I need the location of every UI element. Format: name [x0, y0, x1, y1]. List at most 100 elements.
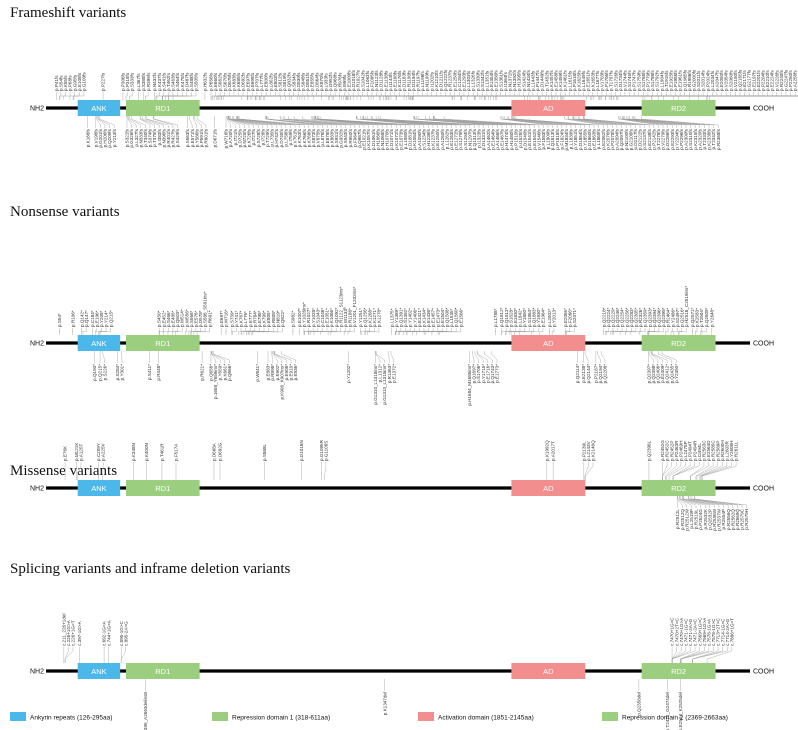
variant-line — [647, 328, 655, 335]
variant-label: p.R950fs — [348, 128, 353, 147]
domain-rd2 — [641, 335, 716, 351]
variant-label: p.R976fs — [337, 72, 342, 91]
variant-label: p.S374fs — [148, 128, 153, 147]
variant-marker: p.P656fs — [209, 72, 214, 100]
variant-label: p.I1202fs — [429, 71, 434, 91]
variant-label: p.Y1855fs — [582, 128, 587, 149]
variant-marker: p.S1392* — [395, 308, 408, 335]
variant-marker: p.K2338fs — [633, 116, 712, 150]
variant-line — [267, 116, 333, 128]
variant-marker: p.K767* — [239, 310, 244, 335]
variant-label: p.K55fs — [63, 75, 68, 91]
variant-line — [700, 462, 728, 480]
variant-label: p.D745fs — [279, 128, 284, 147]
variant-label: p.I1323fs — [477, 128, 482, 148]
variant-line — [395, 328, 406, 335]
variant-label: p.L1303fs — [466, 70, 471, 91]
variant-label: p.L2478P — [683, 441, 688, 461]
variant-label: p.T462fs — [166, 72, 171, 91]
variant-label: p.E1651fs — [586, 70, 591, 91]
variant-line — [672, 462, 691, 480]
variant-line — [324, 462, 327, 480]
variant-label: p.R1197fs — [416, 70, 421, 91]
variant-label: p.K2146Q — [591, 440, 596, 461]
variant-line — [236, 116, 287, 128]
variant-marker: p.G1313_L1315ins* — [375, 351, 387, 405]
variant-label: p.Y2486* — [670, 308, 675, 327]
variant-label: p.P1818fs — [555, 128, 560, 149]
variant-label: p.E1263fs — [449, 128, 454, 149]
variant-marker: p.S505fs — [172, 72, 199, 100]
variant-marker: p.E1457* — [412, 308, 436, 335]
variant-label: c.211_226+1del — [61, 614, 66, 646]
variant-marker: p.G1310_L1315ins* — [373, 351, 378, 405]
variant-line — [167, 328, 174, 335]
variant-label: p.P1510fs — [513, 128, 518, 149]
variant-label: p.R2512W — [684, 508, 689, 530]
variant-marker: p.P2524G — [680, 496, 703, 530]
variant-marker: p.E1073fs — [315, 116, 403, 150]
variant-label: p.Q2609* — [704, 307, 709, 327]
variant-marker: p.E1830* — [505, 308, 518, 335]
variant-line — [610, 328, 618, 335]
variant-marker: p.S411* — [147, 351, 152, 380]
variant-marker: c.7713+2T>C — [692, 617, 721, 663]
variant-marker: p.Y1930* — [531, 308, 541, 335]
variant-line — [142, 116, 160, 128]
variant-marker: p.Y1026ins* — [302, 302, 307, 335]
variant-marker: p.Q2532P — [682, 496, 712, 530]
variant-label: p.K766fs — [302, 128, 307, 147]
variant-marker: p.K1347del — [382, 679, 387, 715]
variant-marker: p.I2494L — [672, 443, 702, 480]
variant-marker: p.Q2435* — [658, 351, 674, 383]
variant-label: p.W716fs — [224, 128, 229, 148]
variant-label: p.R2537W — [717, 508, 722, 530]
variant-line — [658, 351, 672, 363]
variant-line — [700, 328, 702, 335]
variant-label: p.G2177fs — [747, 69, 752, 91]
variant-label: c.895-2A>G — [123, 621, 128, 646]
variant-label: p.F1583fs — [541, 128, 546, 149]
variant-label: p.Q2283* — [629, 307, 634, 327]
variant-label: p.R2569Q — [735, 509, 740, 530]
variant-label: c.895-1G>C — [119, 620, 124, 646]
variant-line — [232, 328, 237, 335]
variant-label: p.R2532K — [703, 508, 708, 529]
variant-marker: p.L2002* — [547, 308, 552, 335]
variant-marker: p.R2585C — [695, 440, 716, 480]
variant-line — [624, 116, 687, 128]
variant-label: p.K1461fs — [563, 70, 568, 91]
variant-line — [102, 351, 105, 363]
variant-line — [691, 496, 738, 508]
variant-marker: p.Q822* — [252, 310, 285, 335]
variant-label: p.A2300fs — [684, 128, 689, 149]
variant-line — [578, 116, 636, 128]
variant-marker: p.P2463R — [665, 440, 679, 480]
variant-line — [661, 351, 677, 363]
variant-marker: p.D2122fs — [579, 116, 643, 150]
variant-marker: p.L1839fs — [508, 116, 574, 149]
variant-label: p.K1992Q — [544, 440, 549, 461]
variant-marker: p.Y659* — [211, 351, 223, 380]
variant-marker: p.E1863fs — [514, 116, 597, 150]
variant-marker: p.A2320fs — [629, 116, 702, 150]
variant-line — [238, 116, 310, 128]
domain-label: ANK — [91, 484, 106, 493]
variant-line — [680, 496, 701, 508]
variant-line — [620, 116, 668, 128]
variant-marker: p.D745fs — [233, 116, 284, 147]
variant-marker: p.E1007* — [297, 308, 302, 335]
variant-label: p.G326fs — [129, 128, 134, 147]
domain-rd2 — [641, 100, 716, 116]
variant-marker: p.E1021fs — [302, 116, 367, 150]
variant-line — [573, 116, 627, 128]
variant-label: p.P2524G — [698, 509, 703, 530]
variant-label: p.S2310fs — [688, 128, 693, 149]
variant-marker: p.E2065* — [563, 308, 568, 335]
variant-marker: p.N1068fs — [314, 116, 385, 150]
variant-line — [680, 647, 714, 663]
variant-label: p.E2201fs — [756, 70, 761, 91]
variant-marker: p.R2600H — [699, 440, 725, 480]
variant-label: p.A720fs — [228, 128, 233, 147]
variant-marker: p.L327fs — [128, 116, 139, 147]
